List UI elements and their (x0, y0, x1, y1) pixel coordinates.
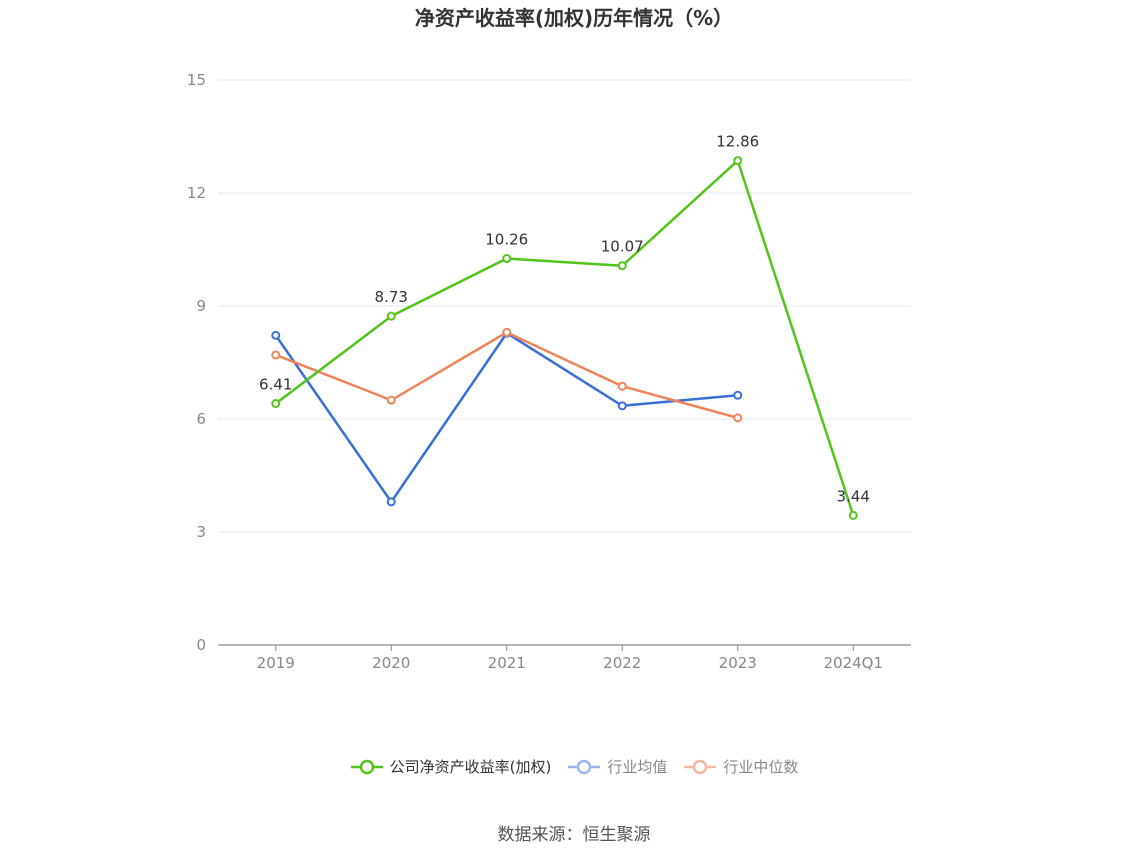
legend-line-avg-icon (568, 759, 601, 774)
x-tick-label: 2022 (603, 654, 641, 672)
data-point (271, 350, 281, 360)
data-label: 12.86 (716, 133, 759, 151)
x-tick-label: 2023 (719, 654, 757, 672)
data-point (386, 497, 396, 507)
data-point (386, 311, 396, 321)
data-point (386, 395, 396, 405)
x-tick-label: 2021 (488, 654, 526, 672)
legend-line-company-icon (350, 759, 383, 774)
chart-title: 净资产收益率(加权)历年情况（%） (414, 6, 734, 30)
y-tick-label: 0 (196, 636, 206, 654)
data-point (733, 390, 743, 400)
y-tick-label: 3 (196, 523, 206, 541)
data-point (733, 156, 743, 166)
data-point (617, 401, 627, 411)
data-label: 6.41 (259, 376, 292, 394)
data-point (848, 510, 858, 520)
data-label: 8.73 (375, 288, 408, 306)
data-label: 3.44 (837, 487, 870, 505)
y-tick-label: 9 (196, 297, 206, 315)
data-point (502, 327, 512, 337)
data-point (733, 413, 743, 423)
data-label: 10.07 (601, 238, 644, 256)
data-point (502, 254, 512, 264)
data-point (271, 399, 281, 409)
data-point (271, 330, 281, 340)
x-tick-label: 2020 (372, 654, 410, 672)
legend-item-median[interactable]: 行业中位数 (683, 756, 798, 777)
legend-label-median: 行业中位数 (723, 758, 799, 776)
series-line-0 (274, 159, 855, 516)
y-tick-label: 15 (187, 71, 206, 89)
legend-line-median-icon (684, 759, 717, 774)
legend-label-avg: 行业均值 (607, 758, 668, 776)
legend-item-avg[interactable]: 行业均值 (567, 756, 667, 777)
x-tick-label: 2024Q1 (823, 654, 883, 672)
legend-item-company[interactable]: 公司净资产收益率(加权) (350, 756, 552, 777)
series-line-2 (275, 331, 739, 420)
data-point (617, 381, 627, 391)
x-tick-label: 2019 (257, 654, 295, 672)
y-tick-label: 6 (196, 410, 206, 428)
series-line-1 (274, 331, 738, 504)
y-tick-label: 12 (187, 184, 206, 202)
legend-label-company: 公司净资产收益率(加权) (389, 758, 552, 776)
line-chart: 0 3 6 9 12 15 2019 2020 2021 2022 2023 2024Q1 6.41 8.… (187, 71, 911, 672)
chart-legend: 公司净资产收益率(加权) 行业均值 行业中位数 (0, 756, 1148, 777)
data-point (617, 261, 627, 271)
data-source: 数据来源：恒生聚源 (497, 825, 651, 845)
data-label: 10.26 (485, 231, 528, 249)
